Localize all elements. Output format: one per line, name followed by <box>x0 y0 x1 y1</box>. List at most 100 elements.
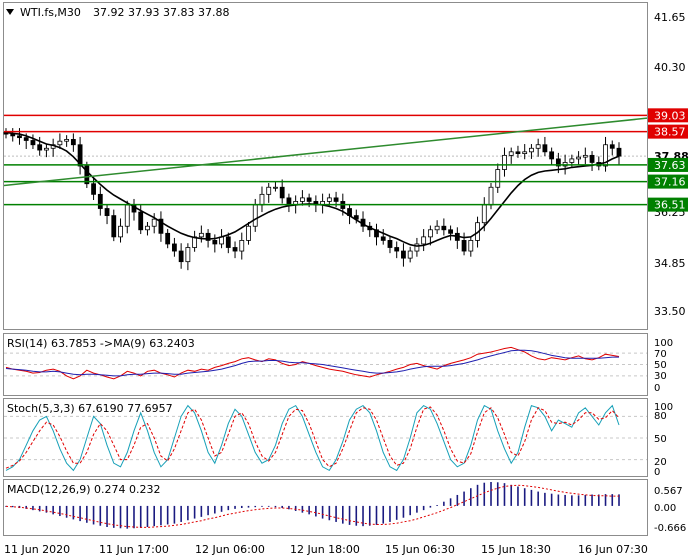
candle-body <box>44 147 49 151</box>
rsi-scale-label: 70 <box>654 349 667 360</box>
candle-body <box>394 247 400 252</box>
price-level-tag <box>648 197 688 212</box>
candle-body <box>212 240 218 245</box>
price-tick-label: 41.65 <box>654 11 686 24</box>
oscillator-series-line <box>5 404 620 472</box>
candle-body <box>488 186 494 206</box>
price-level-tag <box>648 174 688 189</box>
candle-body <box>515 151 521 154</box>
time-axis-label: 11 Jun 2020 <box>4 543 70 556</box>
candle-body <box>576 156 581 160</box>
macd-scale-label: -0.666 <box>654 523 686 534</box>
candle-body <box>481 204 487 224</box>
candle-body <box>273 186 278 189</box>
candle-body <box>609 144 615 149</box>
candle-body <box>555 158 561 167</box>
macd-panel-frame <box>3 479 648 536</box>
price-tick-label: 40.30 <box>654 61 686 74</box>
stoch-scale-label: 50 <box>654 434 667 445</box>
candle-body <box>535 144 541 149</box>
macd-scale: 0.567 0.00 -0.666 <box>654 486 686 534</box>
macd-scale-label: 0.00 <box>654 503 676 514</box>
macd-label: MACD(12,26,9) 0.274 0.232 <box>7 483 161 496</box>
symbol-label: WTI.fs,M30 <box>20 6 81 19</box>
candle-body <box>97 193 103 209</box>
candle-body <box>569 158 575 163</box>
price-level-tag <box>648 108 688 123</box>
candle-body <box>333 197 339 202</box>
main-plot <box>3 114 648 271</box>
candle-body <box>306 197 312 202</box>
candle-body <box>326 197 332 202</box>
candle-body <box>10 133 16 137</box>
candle-body <box>246 225 251 241</box>
time-axis-label: 12 Jun 06:00 <box>195 543 265 556</box>
oscillator-series-line <box>5 349 619 377</box>
candle-body <box>138 211 144 231</box>
candle-body <box>279 186 285 199</box>
stoch-scale-label: 100 <box>654 402 673 413</box>
candle-body <box>57 140 63 146</box>
price-tick-label: 34.85 <box>654 257 686 270</box>
price-scale: 41.65 40.30 36.25 34.85 33.50 <box>654 11 686 318</box>
candle-body <box>508 151 514 156</box>
rsi-scale-label: 50 <box>654 360 667 371</box>
candle-body <box>434 225 440 231</box>
candle-body <box>124 204 130 227</box>
candle-body <box>448 229 453 234</box>
price-level-tag <box>648 157 688 172</box>
oscillator-series-line <box>5 346 620 380</box>
moving-average-line <box>5 131 620 247</box>
rsi-panel-frame <box>3 333 648 396</box>
candle-body <box>522 151 528 154</box>
stoch-scale-label: 20 <box>654 457 667 468</box>
time-axis-label: 12 Jun 18:00 <box>290 543 360 556</box>
rsi-scale-label: 0 <box>654 383 660 394</box>
candle-body <box>232 247 238 252</box>
candle-body <box>225 236 231 248</box>
stoch-scale: 100 80 50 20 0 <box>654 402 673 478</box>
price-level-label: 37.63 <box>654 159 686 172</box>
stoch-scale-label: 80 <box>654 411 667 422</box>
candle-body <box>64 139 70 142</box>
price-level-tag <box>648 124 688 139</box>
stoch-plot <box>4 404 647 472</box>
time-axis-label: 15 Jun 18:30 <box>481 543 551 556</box>
time-axis-label: 16 Jun 07:30 <box>578 543 648 556</box>
candle-body <box>502 154 507 170</box>
candle-body <box>441 225 447 231</box>
rsi-scale-label: 100 <box>654 338 673 349</box>
candle-body <box>145 225 150 231</box>
candle-body <box>407 250 413 259</box>
price-level-label: 38.57 <box>654 126 686 139</box>
candle-body <box>84 165 90 185</box>
candle-body <box>380 236 386 241</box>
candle-body <box>104 208 110 217</box>
time-axis-label: 11 Jun 17:00 <box>99 543 169 556</box>
candle-body <box>495 169 501 188</box>
oscillator-series-line <box>5 406 620 469</box>
candle-body <box>178 250 184 263</box>
candle-body <box>252 204 258 227</box>
triangle-down-icon[interactable] <box>6 9 14 15</box>
stoch-scale-label: 0 <box>654 467 660 478</box>
trend-line <box>3 117 648 187</box>
candle-body <box>118 225 123 238</box>
candle-body <box>111 215 117 238</box>
candle-body <box>239 240 245 252</box>
candle-body <box>616 147 622 157</box>
candle-body <box>172 243 177 252</box>
candle-body <box>205 232 211 241</box>
candle-body <box>542 144 548 153</box>
candle-body <box>461 240 467 252</box>
candle-body <box>91 183 96 195</box>
time-axis-label: 15 Jun 06:30 <box>385 543 455 556</box>
candle-body <box>158 218 164 234</box>
rsi-label: RSI(14) 63.7853 ->MA(9) 63.2403 <box>7 337 195 350</box>
candle-body <box>198 232 204 238</box>
candle-body <box>37 144 43 151</box>
candle-body <box>387 240 393 248</box>
price-level-label: 36.51 <box>654 199 686 212</box>
candle-body <box>151 218 157 227</box>
